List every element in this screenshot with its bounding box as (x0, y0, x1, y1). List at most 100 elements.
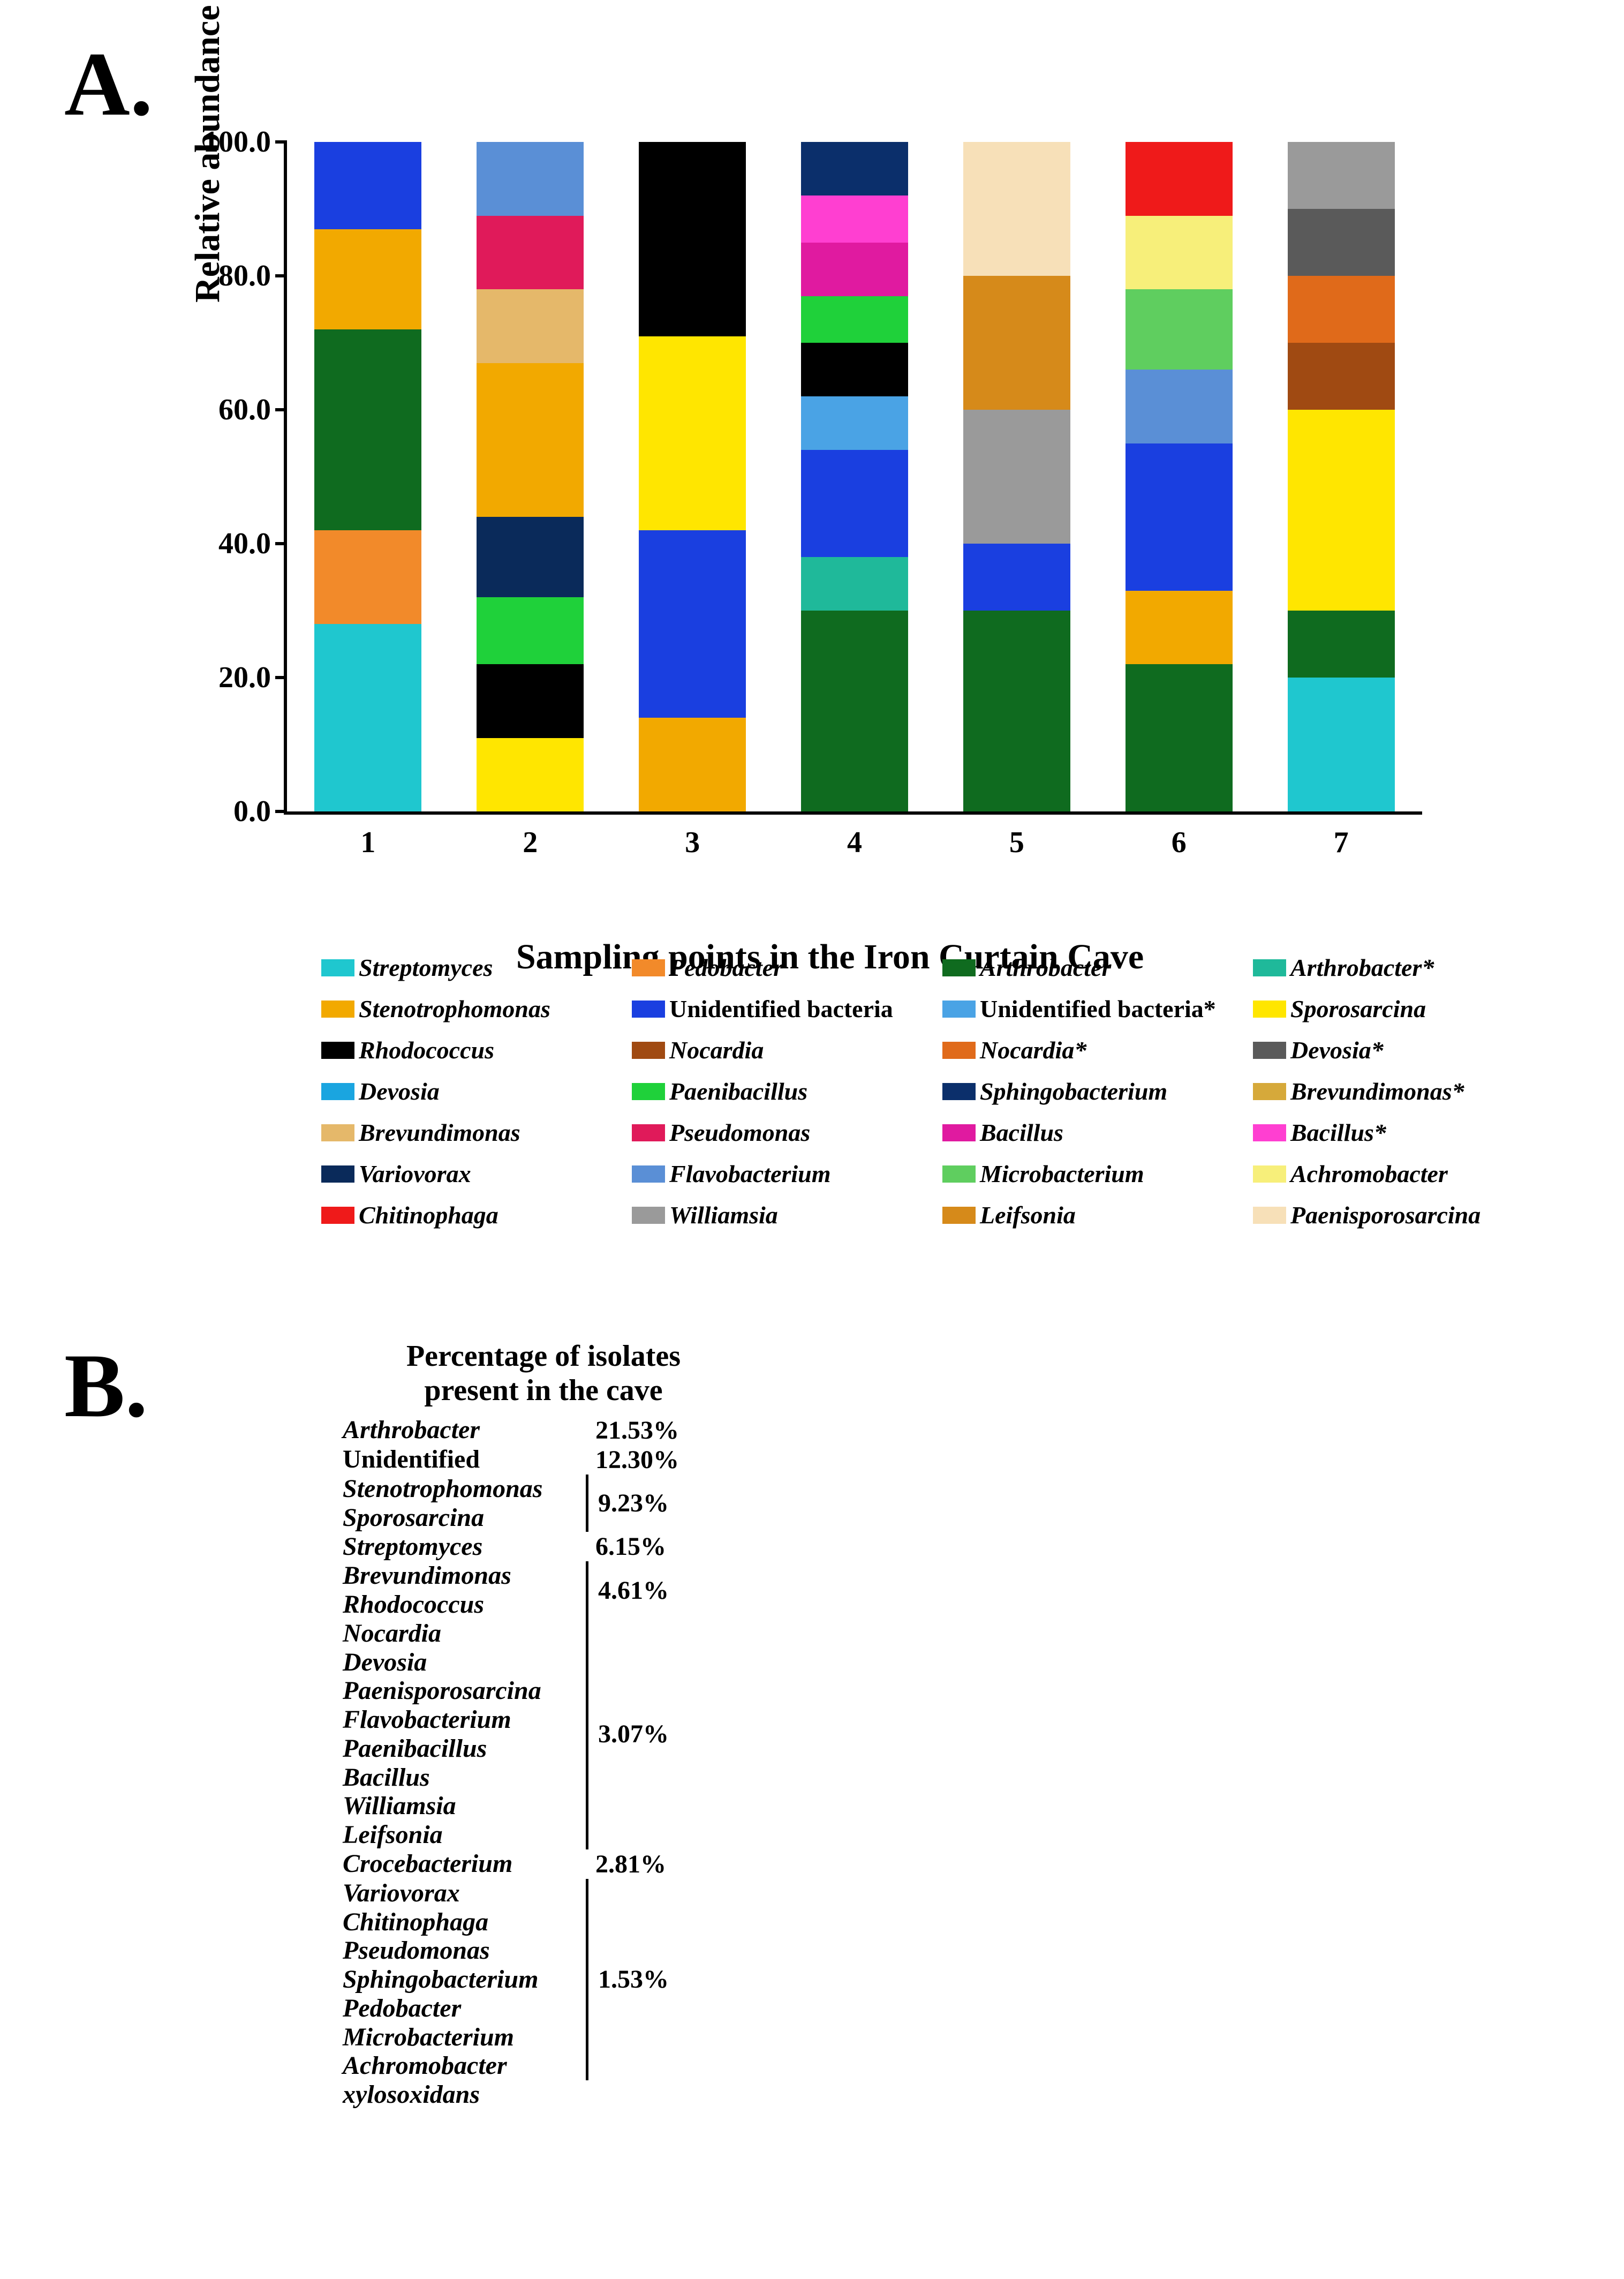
legend-swatch (1253, 1083, 1286, 1100)
bar-segment (477, 289, 584, 363)
legend-swatch (942, 1042, 976, 1059)
legend-item: Unidentified bacteria (632, 995, 942, 1023)
x-tick-label: 6 (1126, 825, 1233, 860)
table-row: VariovoraxChitinophagaPseudomonasSphingo… (343, 1879, 985, 2080)
legend-label: Achromobacter (1290, 1160, 1448, 1188)
taxon-name: Brevundimonas (343, 1561, 578, 1590)
legend-swatch (321, 1001, 354, 1018)
legend: StreptomycesPedobacterArthrobacterArthro… (321, 953, 1574, 1242)
legend-item: Brevundimonas* (1253, 1077, 1563, 1105)
panel-a: A. Relative abundance 0.020.040.060.080.… (64, 32, 1563, 870)
bar-segment (801, 450, 908, 557)
bar-segment (639, 718, 746, 811)
bar-column (1288, 142, 1395, 811)
bar-segment (963, 611, 1070, 811)
legend-swatch (632, 1207, 665, 1224)
bar-segment (801, 611, 908, 811)
legend-item: Nocardia* (942, 1036, 1253, 1064)
percent-value: 3.07% (598, 1719, 669, 1749)
legend-label: Bacillus (980, 1118, 1063, 1147)
legend-label: Streptomyces (359, 953, 493, 982)
percent-value: 2.81% (595, 1849, 666, 1879)
taxon-name: Paenibacillus (343, 1734, 578, 1763)
bar-segment (801, 243, 908, 296)
legend-label: Microbacterium (980, 1160, 1144, 1188)
percent-value: 21.53% (595, 1416, 679, 1445)
taxon-name: Sphingobacterium (343, 1965, 578, 1994)
legend-label: Sporosarcina (1290, 995, 1426, 1023)
taxon-name: Arthrobacter (343, 1416, 578, 1445)
table-title-line2: present in the cave (424, 1374, 662, 1407)
legend-label: Pseudomonas (669, 1118, 810, 1147)
legend-item: Variovorax (321, 1160, 632, 1188)
legend-swatch (632, 1042, 665, 1059)
legend-item: Leifsonia (942, 1201, 1253, 1229)
legend-item: Devosia (321, 1077, 632, 1105)
legend-label: Unidentified bacteria (669, 995, 893, 1023)
bar-segment (477, 216, 584, 290)
bar-segment (639, 530, 746, 718)
legend-swatch (1253, 1207, 1286, 1224)
legend-item: Paenibacillus (632, 1077, 942, 1105)
legend-label: Sphingobacterium (980, 1077, 1167, 1105)
taxon-name: Microbacterium (343, 2023, 578, 2052)
legend-item: Stenotrophomonas (321, 995, 632, 1023)
legend-swatch (1253, 1042, 1286, 1059)
legend-label: Pedobacter (669, 953, 783, 982)
grouping-brace (578, 1475, 588, 1532)
taxon-name: Pseudomonas (343, 1936, 578, 1965)
bar-segment (314, 229, 421, 330)
legend-item: Devosia* (1253, 1036, 1563, 1064)
bar-segment (801, 396, 908, 450)
legend-swatch (942, 1001, 976, 1018)
bar-column (314, 142, 421, 811)
legend-item: Arthrobacter* (1253, 953, 1563, 982)
bar-segment (314, 624, 421, 811)
legend-label: Bacillus* (1290, 1118, 1386, 1147)
bar-segment (963, 410, 1070, 544)
legend-swatch (942, 1165, 976, 1183)
bar-segment (314, 142, 421, 229)
bar-segment (963, 544, 1070, 611)
x-tick-label: 5 (963, 825, 1070, 860)
legend-swatch (632, 1165, 665, 1183)
bar-column (801, 142, 908, 811)
legend-item: Rhodococcus (321, 1036, 632, 1064)
bar-segment (801, 142, 908, 195)
legend-swatch (942, 1124, 976, 1141)
grouping-brace (578, 1619, 588, 1849)
legend-label: Leifsonia (980, 1201, 1076, 1229)
taxon-name: Nocardia (343, 1619, 578, 1648)
legend-item: Chitinophaga (321, 1201, 632, 1229)
legend-item: Unidentified bacteria* (942, 995, 1253, 1023)
taxon-name: Williamsia (343, 1792, 578, 1821)
table-row: Arthrobacter 21.53% (343, 1416, 985, 1445)
bar-segment (1288, 343, 1395, 410)
percent-value: 4.61% (598, 1576, 669, 1605)
legend-item: Bacillus* (1253, 1118, 1563, 1147)
legend-swatch (1253, 959, 1286, 976)
bar-segment (1126, 591, 1233, 665)
taxon-name: Stenotrophomonas (343, 1475, 578, 1503)
legend-label: Paenisporosarcina (1290, 1201, 1481, 1229)
legend-item: Brevundimonas (321, 1118, 632, 1147)
table-row: NocardiaDevosiaPaenisporosarcinaFlavobac… (343, 1619, 985, 1849)
bar-segment (1126, 142, 1233, 216)
bar-column (963, 142, 1070, 811)
legend-swatch (942, 959, 976, 976)
taxon-name: Paenisporosarcina (343, 1676, 578, 1705)
legend-swatch (1253, 1165, 1286, 1183)
taxon-name: Sporosarcina (343, 1503, 578, 1532)
y-tick-label: 100.0 (196, 125, 271, 159)
bar-segment (963, 276, 1070, 410)
taxon-name: Leifsonia (343, 1821, 578, 1849)
legend-item: Achromobacter (1253, 1160, 1563, 1188)
stacked-bar-chart: Relative abundance 0.020.040.060.080.010… (193, 142, 1467, 870)
bar-segment (1126, 370, 1233, 443)
legend-swatch (632, 1001, 665, 1018)
legend-swatch (942, 1083, 976, 1100)
legend-swatch (632, 1083, 665, 1100)
y-tick-label: 20.0 (196, 660, 271, 695)
legend-swatch (632, 959, 665, 976)
legend-item: Williamsia (632, 1201, 942, 1229)
